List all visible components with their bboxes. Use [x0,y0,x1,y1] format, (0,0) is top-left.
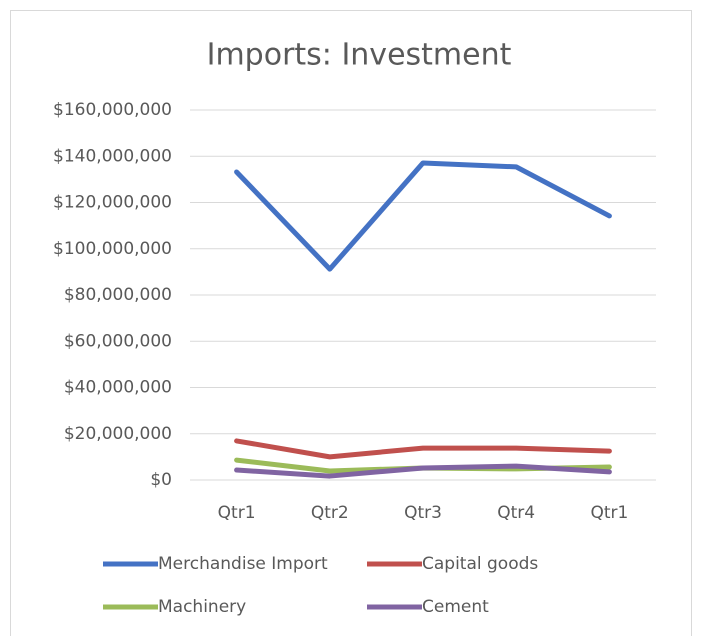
y-tick-label: $160,000,000 [53,100,172,120]
y-tick-label: $120,000,000 [53,193,172,213]
y-tick-label: $0 [150,470,172,490]
series-line [234,463,612,479]
legend-label: Cement [422,597,489,617]
series-line [234,160,612,272]
y-tick-label: $140,000,000 [53,146,172,166]
legend-label: Machinery [158,597,246,617]
x-tick-label: Qtr1 [218,503,256,523]
x-tick-label: Qtr4 [497,503,535,523]
series-line [234,438,612,460]
y-tick-label: $100,000,000 [53,239,172,259]
y-tick-label: $20,000,000 [64,424,172,444]
x-tick-label: Qtr2 [311,503,349,523]
chart-border [10,10,692,636]
legend-label: Capital goods [422,554,538,574]
y-tick-label: $60,000,000 [64,331,172,351]
chart-title: Imports: Investment [207,38,512,73]
x-tick-label: Qtr1 [590,503,628,523]
y-tick-label: $80,000,000 [64,285,172,305]
legend-label: Merchandise Import [158,554,328,574]
y-tick-label: $40,000,000 [64,378,172,398]
x-tick-label: Qtr3 [404,503,442,523]
